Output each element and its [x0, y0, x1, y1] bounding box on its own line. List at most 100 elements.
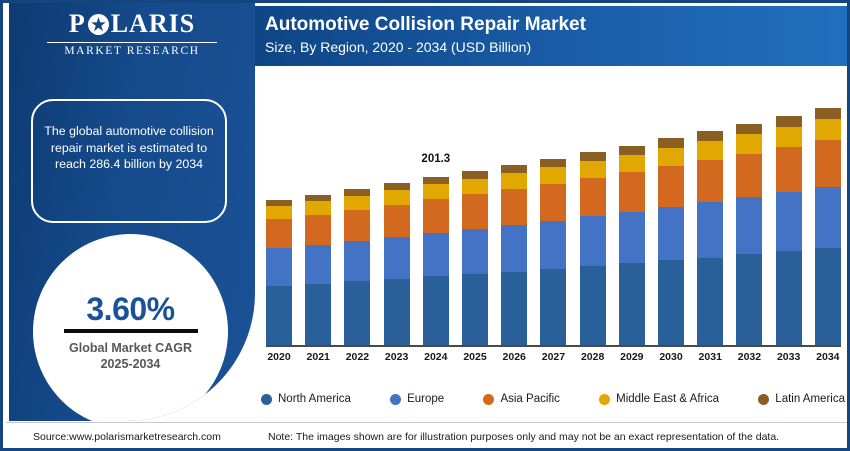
- bar-segment-latin-america[interactable]: [462, 171, 489, 179]
- bar-column[interactable]: [383, 89, 410, 347]
- bar-segment-latin-america[interactable]: [266, 199, 292, 207]
- bar-segment-asia-pacific[interactable]: [697, 160, 724, 203]
- bar-column[interactable]: [344, 89, 371, 347]
- bar-segment-latin-america[interactable]: [736, 124, 763, 134]
- bar-segment-asia-pacific[interactable]: [814, 140, 841, 187]
- bar-segment-latin-america[interactable]: [658, 138, 685, 148]
- bar-segment-north-america[interactable]: [540, 268, 567, 347]
- bar-segment-asia-pacific[interactable]: [383, 204, 410, 238]
- bar-segment-europe[interactable]: [736, 197, 763, 255]
- bar-segment-europe[interactable]: [540, 220, 567, 269]
- callout-text: The global automotive collision repair m…: [44, 124, 214, 171]
- bar-segment-latin-america[interactable]: [540, 158, 567, 167]
- bar-segment-latin-america[interactable]: [383, 183, 410, 191]
- bar-segment-asia-pacific[interactable]: [462, 194, 489, 229]
- bar-segment-asia-pacific[interactable]: [501, 189, 528, 225]
- bar-segment-asia-pacific[interactable]: [775, 147, 802, 193]
- bar-segment-europe[interactable]: [658, 207, 685, 261]
- bar-segment-asia-pacific[interactable]: [736, 153, 763, 198]
- bar-segment-europe[interactable]: [814, 186, 841, 248]
- bar-segment-middle-east-africa[interactable]: [383, 190, 410, 205]
- bar-segment-north-america[interactable]: [422, 276, 449, 347]
- legend-item-latin-america[interactable]: Latin America: [758, 393, 845, 405]
- legend-item-asia-pacific[interactable]: Asia Pacific: [483, 393, 560, 405]
- legend-item-north-america[interactable]: North America: [261, 393, 351, 405]
- bar-segment-europe[interactable]: [305, 244, 332, 284]
- bar-column[interactable]: [462, 89, 489, 347]
- bar-column[interactable]: [266, 89, 292, 347]
- bar-segment-north-america[interactable]: [305, 283, 332, 347]
- bar-segment-latin-america[interactable]: [422, 176, 449, 185]
- bar-segment-north-america[interactable]: [775, 251, 802, 347]
- bar-column[interactable]: [736, 89, 763, 347]
- bar-segment-middle-east-africa[interactable]: [462, 178, 489, 195]
- bar-column[interactable]: [618, 89, 645, 347]
- bar-column[interactable]: [540, 89, 567, 347]
- bar-segment-europe[interactable]: [579, 216, 606, 267]
- bar-segment-middle-east-africa[interactable]: [697, 140, 724, 161]
- cagr-value: 3.60%: [86, 290, 175, 327]
- page-title: Automotive Collision Repair Market: [265, 14, 586, 35]
- bar-segment-asia-pacific[interactable]: [540, 183, 567, 221]
- bar-segment-north-america[interactable]: [462, 274, 489, 347]
- bar-segment-middle-east-africa[interactable]: [540, 166, 567, 184]
- bar-segment-europe[interactable]: [383, 237, 410, 280]
- bar-column[interactable]: [579, 89, 606, 347]
- bar-segment-north-america[interactable]: [618, 263, 645, 347]
- bar-column[interactable]: [814, 89, 841, 347]
- bar-segment-latin-america[interactable]: [618, 145, 645, 155]
- bar-segment-latin-america[interactable]: [697, 131, 724, 141]
- bar-segment-north-america[interactable]: [814, 247, 841, 347]
- bar-segment-asia-pacific[interactable]: [422, 199, 449, 233]
- bar-segment-north-america[interactable]: [344, 281, 371, 347]
- bar-segment-north-america[interactable]: [697, 257, 724, 347]
- bar-segment-latin-america[interactable]: [814, 108, 841, 119]
- legend-item-middle-east-africa[interactable]: Middle East & Africa: [599, 393, 719, 405]
- x-axis-tick-2032: 2032: [737, 351, 762, 363]
- bar-segment-middle-east-africa[interactable]: [736, 133, 763, 154]
- bar-segment-middle-east-africa[interactable]: [658, 147, 685, 167]
- bar-segment-middle-east-africa[interactable]: [814, 118, 841, 141]
- bar-column[interactable]: [697, 89, 724, 347]
- x-axis-line: [266, 345, 841, 347]
- bar-segment-north-america[interactable]: [266, 285, 292, 347]
- bar-segment-europe[interactable]: [422, 232, 449, 277]
- bar-segment-latin-america[interactable]: [501, 164, 528, 174]
- bar-segment-europe[interactable]: [266, 248, 292, 286]
- bar-segment-europe[interactable]: [618, 211, 645, 264]
- bar-segment-middle-east-africa[interactable]: [344, 196, 371, 211]
- bar-segment-middle-east-africa[interactable]: [579, 160, 606, 179]
- bar-segment-europe[interactable]: [501, 224, 528, 272]
- bar-segment-europe[interactable]: [344, 240, 371, 282]
- bar-segment-north-america[interactable]: [501, 271, 528, 347]
- bar-segment-north-america[interactable]: [383, 279, 410, 347]
- bar-segment-latin-america[interactable]: [775, 116, 802, 127]
- bar-column[interactable]: [658, 89, 685, 347]
- bar-segment-latin-america[interactable]: [344, 188, 371, 197]
- bar-segment-asia-pacific[interactable]: [305, 214, 332, 245]
- legend-item-europe[interactable]: Europe: [390, 393, 444, 405]
- bar-segment-middle-east-africa[interactable]: [266, 206, 292, 220]
- bar-segment-north-america[interactable]: [579, 266, 606, 347]
- bar-segment-asia-pacific[interactable]: [579, 178, 606, 217]
- bar-segment-middle-east-africa[interactable]: [305, 201, 332, 215]
- bar-segment-europe[interactable]: [775, 192, 802, 252]
- bar-segment-middle-east-africa[interactable]: [422, 184, 449, 200]
- bar-segment-middle-east-africa[interactable]: [501, 173, 528, 190]
- bar-segment-latin-america[interactable]: [579, 152, 606, 161]
- bar-column[interactable]: 201.3: [421, 89, 450, 347]
- bar-segment-north-america[interactable]: [658, 260, 685, 347]
- bar-segment-latin-america[interactable]: [305, 194, 332, 202]
- bar-column[interactable]: [775, 89, 802, 347]
- bar-segment-europe[interactable]: [697, 202, 724, 258]
- bar-segment-north-america[interactable]: [736, 254, 763, 347]
- bar-segment-europe[interactable]: [462, 228, 489, 274]
- bar-segment-middle-east-africa[interactable]: [618, 154, 645, 173]
- bar-column[interactable]: [305, 89, 332, 347]
- bar-segment-asia-pacific[interactable]: [266, 219, 292, 249]
- bar-segment-middle-east-africa[interactable]: [775, 126, 802, 148]
- bar-segment-asia-pacific[interactable]: [618, 172, 645, 212]
- bar-segment-asia-pacific[interactable]: [344, 210, 371, 241]
- bar-column[interactable]: [501, 89, 528, 347]
- bar-segment-asia-pacific[interactable]: [658, 166, 685, 207]
